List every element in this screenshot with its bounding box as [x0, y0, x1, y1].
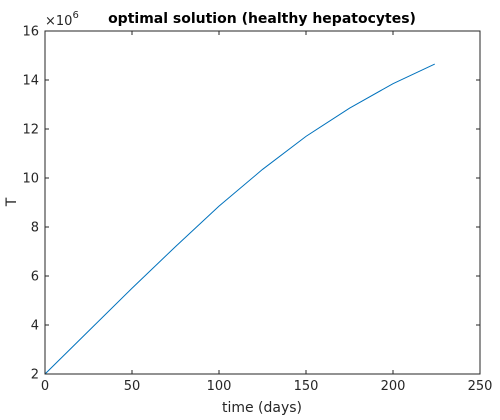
x-tick-label: 50 [124, 379, 141, 394]
chart-title: optimal solution (healthy hepatocytes) [108, 11, 416, 27]
y-axis-scale-factor: ×106 [45, 10, 79, 29]
x-tick-label: 250 [468, 379, 493, 394]
y-tick-label: 4 [31, 319, 39, 334]
y-tick-label: 16 [22, 25, 39, 40]
y-tick-label: 6 [31, 270, 39, 285]
y-axis-scale-base: ×10 [45, 14, 72, 29]
y-tick-label: 12 [22, 123, 39, 138]
series-line [44, 63, 435, 375]
plot-frame [44, 30, 481, 375]
axis-tick-labels: 0 50 100 150 200 250 2 4 6 8 10 12 14 16 [22, 25, 492, 395]
x-tick-label: 200 [381, 379, 406, 394]
y-axis-scale-exponent: 6 [72, 10, 78, 21]
y-tick-label: 2 [31, 368, 39, 383]
y-tick-label: 10 [22, 172, 39, 187]
y-tick-label: 8 [31, 221, 39, 236]
y-tick-label: 14 [22, 74, 39, 89]
x-axis-label: time (days) [222, 400, 302, 416]
x-tick-label: 100 [207, 379, 232, 394]
plot-background [45, 31, 480, 374]
y-axis-label: T [4, 197, 20, 207]
x-tick-label: 0 [41, 379, 49, 394]
x-tick-label: 150 [294, 379, 319, 394]
